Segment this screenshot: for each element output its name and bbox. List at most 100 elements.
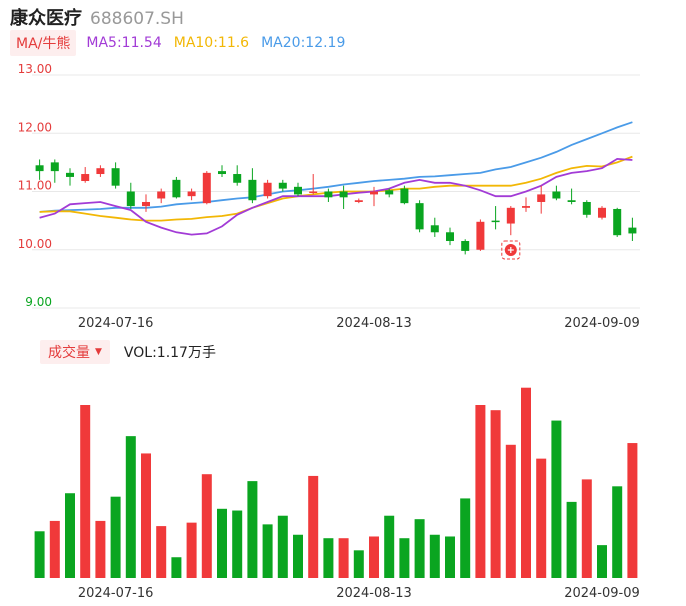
candle	[248, 168, 257, 204]
candle	[628, 217, 637, 242]
candle	[506, 206, 515, 236]
candle	[66, 168, 74, 186]
stock-header: 康众医疗 688607.SH	[10, 4, 184, 29]
candle	[309, 174, 318, 195]
volume-bar	[110, 496, 121, 578]
volume-bar	[536, 458, 547, 578]
ma5-legend-item: MA5:11.54	[86, 35, 162, 51]
candle	[339, 185, 348, 209]
candle	[415, 200, 424, 233]
candle	[567, 188, 576, 205]
ma10-line	[39, 155, 633, 222]
ma10-legend-item: MA10:11.6	[173, 35, 250, 51]
volume-bar	[551, 420, 562, 578]
volume-bar	[141, 453, 151, 578]
volume-date-axis: 2024-07-16 2024-08-13 2024-09-09	[78, 586, 640, 601]
volume-value: VOL:1.17万手	[123, 345, 216, 361]
candle	[582, 200, 591, 218]
volume-bar	[612, 486, 623, 578]
volume-bar	[445, 536, 455, 578]
volume-bar	[217, 508, 227, 578]
x-date-label: 2024-09-09	[564, 586, 640, 601]
event-marker[interactable]	[501, 240, 521, 260]
candle	[430, 217, 439, 237]
price-date-axis: 2024-07-16 2024-08-13 2024-09-09	[78, 316, 640, 331]
candlesticks	[35, 159, 637, 255]
candle	[50, 159, 59, 183]
candle	[537, 185, 546, 214]
candle	[552, 185, 561, 201]
volume-bar	[95, 520, 106, 578]
ma-legend: MA/牛熊 MA5:11.54 MA10:11.6 MA20:12.19	[10, 30, 357, 56]
candle	[294, 182, 302, 197]
ma-indicator-label: MA/牛熊	[16, 36, 71, 52]
candle	[491, 206, 500, 230]
candle	[96, 165, 105, 177]
candle	[157, 188, 166, 204]
volume-bar	[369, 536, 379, 578]
volume-bar	[186, 522, 197, 578]
volume-bar	[232, 510, 243, 578]
candle	[370, 186, 378, 207]
candle	[142, 194, 150, 212]
volume-bar	[262, 524, 273, 578]
volume-bar	[566, 501, 577, 578]
x-date-label: 2024-07-16	[78, 586, 154, 601]
candle	[233, 165, 242, 186]
candle	[385, 188, 394, 198]
x-date-label: 2024-08-13	[336, 586, 412, 601]
x-date-label: 2024-08-13	[336, 316, 412, 331]
volume-bar	[34, 531, 45, 578]
volume-bar	[338, 538, 349, 578]
caret-down-icon: ▼	[95, 347, 102, 357]
volume-indicator-label: 成交量	[48, 345, 90, 361]
volume-bar	[505, 444, 516, 578]
y-tick-label: 12.00	[18, 120, 52, 134]
candle	[598, 206, 606, 220]
candle	[126, 182, 135, 209]
y-tick-label: 11.00	[18, 179, 52, 193]
candle	[187, 188, 196, 201]
ma20-line	[39, 121, 633, 213]
ma-indicator-selector[interactable]: MA/牛熊	[10, 30, 77, 56]
volume-bar	[156, 526, 167, 578]
y-tick-label: 10.00	[18, 237, 52, 251]
y-tick-label: 13.00	[18, 62, 52, 76]
candle	[35, 159, 44, 180]
volume-legend: 成交量 ▼ VOL:1.17万手	[40, 340, 216, 364]
volume-bar	[277, 515, 288, 578]
volume-bar	[429, 534, 440, 578]
volume-bars	[34, 387, 638, 578]
candle	[172, 176, 181, 199]
candle	[354, 198, 363, 204]
volume-bar	[323, 538, 334, 578]
candle	[202, 171, 211, 205]
volume-bar	[490, 410, 501, 578]
candle	[476, 219, 485, 251]
x-date-label: 2024-07-16	[78, 316, 154, 331]
volume-bar	[581, 479, 592, 578]
volume-bar	[247, 481, 258, 578]
marker-frame	[501, 240, 521, 260]
candle	[278, 179, 287, 192]
volume-bar	[597, 545, 607, 578]
candle	[613, 207, 622, 237]
volume-bar	[399, 538, 410, 578]
x-date-label: 2024-09-09	[564, 316, 640, 331]
volume-bar	[384, 515, 395, 578]
volume-bar	[65, 493, 75, 578]
volume-bar	[414, 519, 425, 578]
price-axis: 13.00 12.00 11.00 10.00 9.00	[18, 62, 52, 309]
volume-bar	[125, 436, 136, 578]
volume-bar	[308, 475, 319, 578]
volume-bar	[293, 534, 303, 578]
candle	[111, 162, 120, 189]
volume-bar	[171, 557, 182, 578]
candle	[461, 239, 470, 255]
volume-bar	[475, 405, 486, 578]
stock-code: 688607.SH	[90, 9, 184, 29]
candle	[522, 197, 530, 212]
stock-name: 康众医疗	[10, 8, 82, 29]
volume-indicator-selector[interactable]: 成交量 ▼	[40, 340, 110, 364]
